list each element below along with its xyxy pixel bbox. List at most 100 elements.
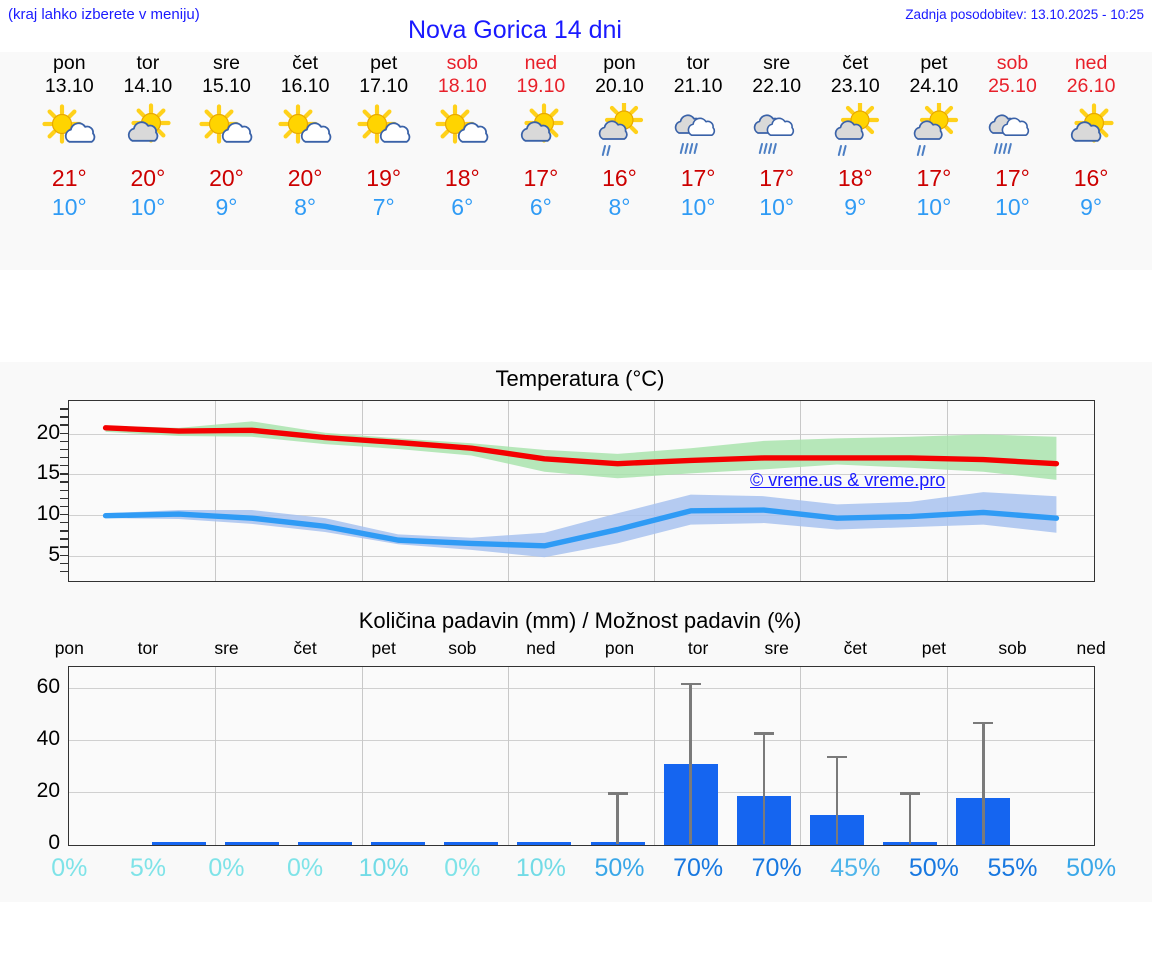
day-column[interactable]: sre 15.10 20° 9° [187,52,266,222]
temperature-series-svg [102,421,1060,558]
temperature-day-divider [507,401,509,581]
cloud-rain-icon [659,100,738,164]
precipitation-plot-area [68,666,1095,846]
temperature-axis-tick [60,562,68,565]
day-of-week-label: pon [603,52,636,74]
temperature-day-divider [215,401,217,581]
max-temperature-value: 18° [837,165,873,191]
precipitation-day-label: ned [1076,638,1106,658]
day-of-week-label: sob [446,52,479,74]
temperature-axis-tick [60,448,68,451]
temperature-day-divider [361,401,363,581]
precipitation-day-divider [361,667,363,845]
min-temperature-value: 6° [451,194,474,220]
day-column[interactable]: pon 13.10 21° 10° [30,52,109,222]
day-date-label: 23.10 [830,75,880,97]
precipitation-probability-label: 50% [594,854,645,882]
day-column[interactable]: tor 21.10 17° 10° [659,52,738,222]
min-temperature-value: 7° [372,194,395,220]
temperature-axis-tick [60,505,68,508]
sun-cloud-icon [30,100,109,164]
precipitation-bar[interactable] [297,842,353,845]
day-column[interactable]: ned 19.10 17° 6° [502,52,581,222]
cloud-sun-icon [109,100,188,164]
precipitation-error-bar [762,732,766,844]
min-temperature-value: 10° [759,194,795,220]
day-of-week-label: pet [920,52,948,74]
day-date-label: 18.10 [437,75,487,97]
precipitation-day-label: ned [526,638,556,658]
max-temperature-value: 17° [916,165,952,191]
precipitation-day-label: čet [293,638,317,658]
day-of-week-label: ned [1074,52,1108,74]
day-of-week-label: tor [686,52,710,74]
precipitation-y-axis-label: 0 [48,831,60,854]
temperature-y-axis-label: 5 [48,542,60,566]
temperature-y-axis-label: 15 [36,461,60,485]
precipitation-probability-label: 10% [358,854,409,882]
day-column[interactable]: čet 16.10 20° 8° [266,52,345,222]
day-of-week-label: čet [292,52,319,74]
precipitation-day-label: pet [371,638,396,658]
day-column[interactable]: pon 20.10 16° 8° [580,52,659,222]
day-of-week-label: ned [524,52,558,74]
day-of-week-label: čet [842,52,869,74]
precipitation-y-axis-label: 20 [36,778,60,802]
precipitation-error-cap [900,791,921,795]
precipitation-day-divider [946,667,948,845]
precipitation-day-label: tor [137,638,159,658]
day-column[interactable]: tor 14.10 20° 10° [109,52,188,222]
temperature-axis-tick [60,513,68,516]
precipitation-error-cap [827,755,847,759]
day-of-week-label: sre [212,52,241,74]
precipitation-day-divider [654,667,656,845]
min-temperature-value: 9° [215,194,238,220]
temperature-day-divider [800,401,802,581]
cloud-sun-icon [502,100,581,164]
menu-hint-text[interactable]: (kraj lahko izberete v meniju) [8,6,200,23]
precipitation-bar[interactable] [444,842,499,845]
temperature-axis-tick [60,489,68,491]
temperature-axis-tick [60,432,68,434]
precipitation-chart-panel: Količina padavin (mm) / Možnost padavin … [0,602,1152,902]
temperature-axis-tick [60,538,68,540]
max-temperature-value: 20° [287,165,323,191]
day-column[interactable]: sob 18.10 18° 6° [423,52,502,222]
precipitation-bar[interactable] [371,842,426,845]
precipitation-error-cap [973,721,994,725]
precipitation-day-label: sob [448,638,477,658]
day-date-label: 19.10 [516,75,566,97]
precipitation-bar[interactable] [151,842,206,845]
min-temperature-value: 10° [995,194,1030,220]
temperature-axis-tick [60,424,68,426]
precipitation-error-bar [689,682,692,844]
precipitation-day-divider [800,667,802,845]
day-column[interactable]: sob 25.10 17° 10° [973,52,1052,222]
temperature-y-axis-label: 10 [36,501,60,525]
sun-cloud-rain-icon [816,100,895,164]
day-column[interactable]: sre 22.10 17° 10° [737,52,816,222]
temperature-axis-tick [60,530,68,532]
daily-forecast-strip: pon 13.10 21° 10° tor 14.10 20° 10° sre 15.10 20° 9… [0,52,1152,270]
temperature-gridline [69,433,1094,435]
day-date-label: 26.10 [1066,75,1116,97]
day-column[interactable]: čet 23.10 18° 9° [816,52,895,222]
day-column[interactable]: pet 17.10 19° 7° [344,52,423,222]
max-temperature-value: 17° [680,165,716,191]
temperature-axis-tick [60,473,68,475]
precipitation-day-label: pet [921,638,947,658]
precipitation-bar[interactable] [224,842,279,845]
temperature-day-divider [654,401,656,581]
day-column[interactable]: pet 24.10 17° 10° [895,52,974,222]
min-temperature-value: 8° [294,194,317,220]
max-temperature-value: 19° [366,165,402,191]
precipitation-probability-label: 55% [987,854,1038,882]
precipitation-probability-label: 45% [830,854,881,882]
temperature-chart-title: Temperatura (°C) [495,366,665,391]
precipitation-y-axis-label: 60 [36,674,60,698]
day-column[interactable]: ned 26.10 16° 9° [1052,52,1131,222]
precipitation-gridline [69,791,1094,793]
precipitation-bar[interactable] [517,842,572,845]
watermark-link[interactable]: © vreme.us & vreme.pro [750,470,946,490]
day-of-week-label: sre [763,52,791,74]
